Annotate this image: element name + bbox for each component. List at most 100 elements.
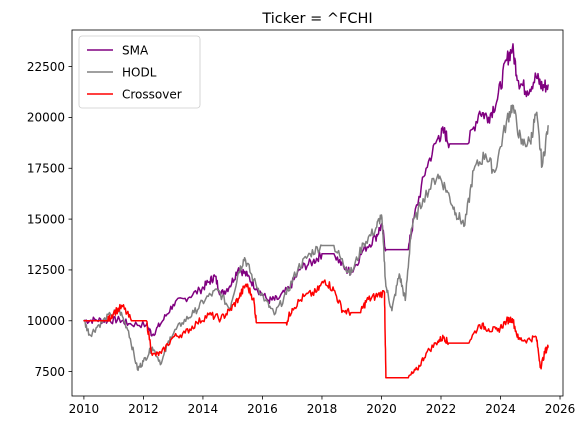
data-point-hodl-6: [136, 369, 139, 371]
data-point-crossover-35: [443, 336, 445, 338]
data-point-crossover-2: [113, 312, 115, 314]
data-point-sma-16: [247, 275, 249, 277]
y-tick-label-17500: 17500: [27, 161, 65, 175]
data-point-crossover-48: [547, 346, 549, 348]
data-point-hodl-41: [473, 169, 475, 171]
y-tick-label-22500: 22500: [27, 60, 65, 74]
data-point-hodl-44: [505, 120, 508, 123]
data-point-sma-11: [208, 281, 210, 283]
data-point-hodl-49: [541, 165, 543, 167]
chart-title: Ticker = ^FCHI: [261, 11, 372, 27]
data-point-sma-24: [333, 253, 335, 255]
data-point-hodl-7: [142, 360, 144, 362]
data-point-hodl-1: [89, 334, 91, 336]
data-point-hodl-27: [351, 271, 353, 273]
data-point-sma-43: [517, 80, 520, 82]
data-point-crossover-18: [285, 322, 287, 324]
data-point-hodl-31: [385, 285, 387, 287]
data-point-sma-8: [172, 303, 174, 306]
data-point-hodl-18: [252, 279, 255, 281]
data-point-hodl-47: [529, 141, 531, 143]
series-hodl: [83, 104, 549, 372]
data-point-hodl-38: [446, 190, 448, 192]
data-point-crossover-28: [374, 295, 377, 297]
legend-label-hodl: HODL: [122, 65, 157, 79]
data-point-sma-35: [443, 131, 445, 133]
data-point-crossover-20: [303, 295, 305, 297]
x-tick-label-2022: 2022: [426, 402, 457, 416]
data-point-crossover-13: [229, 310, 231, 312]
y-axis: 7500 10000 12500 15000 17500 20000 22500: [27, 60, 72, 379]
data-point-crossover-12: [220, 318, 222, 320]
data-point-sma-27: [363, 249, 365, 251]
data-point-crossover-25: [351, 312, 353, 314]
data-point-crossover-3: [122, 305, 124, 308]
data-point-hodl-16: [238, 271, 240, 273]
x-tick-label-2018: 2018: [307, 402, 338, 416]
data-point-crossover-0: [83, 320, 85, 322]
data-point-hodl-25: [333, 244, 335, 247]
legend-label-crossover: Crossover: [122, 87, 182, 101]
data-point-hodl-14: [217, 289, 219, 291]
data-point-sma-18: [267, 299, 269, 301]
data-point-hodl-11: [181, 322, 183, 324]
data-point-hodl-9: [160, 362, 162, 365]
x-axis: 2010 2012 2014 2016 2018 2020 2022 2024 2026: [69, 396, 576, 416]
series-crossover: [83, 279, 549, 379]
data-point-hodl-50: [547, 125, 549, 127]
data-point-hodl-28: [363, 242, 365, 245]
data-point-sma-47: [547, 84, 549, 86]
data-point-sma-40: [496, 98, 499, 100]
data-point-crossover-34: [437, 340, 439, 342]
data-point-hodl-33: [398, 273, 400, 275]
data-point-sma-19: [276, 298, 278, 300]
data-point-crossover-41: [505, 320, 508, 322]
data-point-crossover-26: [360, 312, 362, 314]
y-tick-label-15000: 15000: [27, 212, 65, 226]
data-point-crossover-40: [496, 330, 499, 332]
data-point-hodl-35: [410, 228, 412, 230]
data-point-sma-7: [160, 322, 162, 324]
data-point-crossover-32: [416, 369, 418, 371]
data-point-sma-22: [312, 261, 314, 263]
data-point-sma-38: [479, 110, 481, 112]
x-tick-label-2010: 2010: [69, 402, 100, 416]
data-point-crossover-23: [333, 289, 335, 291]
data-point-crossover-8: [172, 336, 174, 338]
data-point-crossover-5: [145, 320, 147, 322]
data-point-hodl-36: [422, 198, 424, 200]
data-point-crossover-16: [252, 297, 255, 299]
data-point-hodl-46: [520, 143, 522, 145]
data-point-crossover-46: [540, 366, 542, 369]
y-tick-label-7500: 7500: [34, 365, 65, 379]
data-point-hodl-23: [309, 253, 311, 255]
data-point-hodl-20: [273, 314, 275, 316]
data-point-hodl-12: [193, 312, 195, 314]
data-point-sma-37: [467, 143, 469, 145]
x-tick-label-2026: 2026: [545, 402, 576, 416]
legend-box: [78, 35, 201, 109]
data-point-sma-15: [238, 267, 240, 269]
series-line-hodl: [83, 104, 549, 372]
y-tick-label-20000: 20000: [27, 111, 65, 125]
data-point-hodl-2: [98, 324, 100, 326]
data-point-sma-36: [449, 143, 451, 145]
data-point-hodl-10: [169, 336, 171, 338]
data-point-sma-10: [199, 289, 201, 291]
data-point-crossover-29: [383, 291, 386, 293]
data-point-crossover-1: [107, 320, 109, 322]
x-tick-label-2016: 2016: [247, 402, 278, 416]
x-tick-label-2020: 2020: [366, 402, 397, 416]
data-point-hodl-22: [297, 267, 299, 269]
data-point-hodl-40: [464, 224, 466, 226]
data-point-sma-45: [535, 76, 537, 78]
data-point-hodl-37: [437, 173, 439, 175]
data-point-crossover-31: [407, 377, 409, 379]
data-point-hodl-48: [535, 112, 537, 114]
data-point-hodl-39: [455, 212, 457, 214]
data-point-crossover-17: [255, 322, 258, 324]
data-point-crossover-9: [184, 332, 186, 334]
data-point-hodl-8: [151, 346, 153, 348]
legend: SMA HODL Crossover: [78, 35, 201, 109]
x-tick-label-2012: 2012: [128, 402, 159, 416]
